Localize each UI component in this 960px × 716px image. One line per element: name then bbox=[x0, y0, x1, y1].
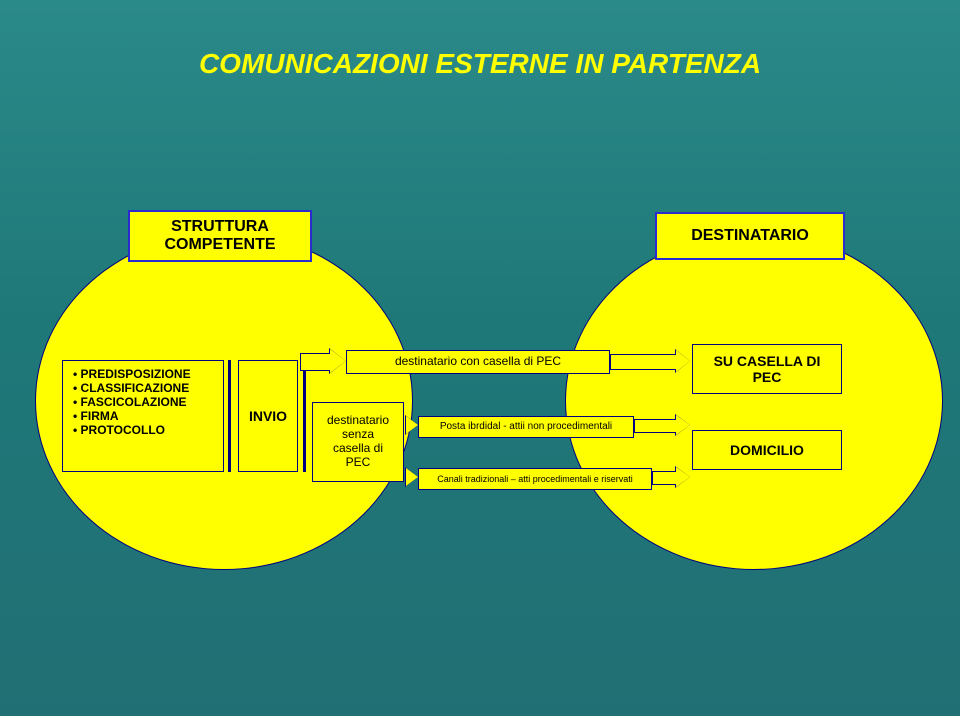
arrow-5 bbox=[652, 471, 690, 485]
diagram-stage: COMUNICAZIONI ESTERNE IN PARTENZA STRUTTU… bbox=[0, 0, 960, 716]
box-destinatario-con-pec: destinatario con casella di PEC bbox=[346, 350, 610, 374]
arrow-2 bbox=[406, 420, 418, 432]
box-struttura-competente: STRUTTURA COMPETENTE bbox=[128, 210, 312, 262]
ellipse-right bbox=[565, 232, 943, 570]
box-invio: INVIO bbox=[238, 360, 298, 472]
box-destinatario: DESTINATARIO bbox=[655, 212, 845, 260]
slide-title: COMUNICAZIONI ESTERNE IN PARTENZA bbox=[0, 48, 960, 80]
vbar-0 bbox=[228, 360, 231, 472]
box-su-casella-di-pec: SU CASELLA DI PEC bbox=[692, 344, 842, 394]
predisposizione-item-0: PREDISPOSIZIONE bbox=[73, 367, 217, 381]
arrow-3 bbox=[634, 419, 690, 433]
box-destinatario-senza-pec: destinatario senza casella di PEC bbox=[312, 402, 404, 482]
arrow-1 bbox=[610, 354, 690, 370]
box-canali-tradizionali: Canali tradizionali – atti procedimental… bbox=[418, 468, 652, 490]
predisposizione-item-3: FIRMA bbox=[73, 409, 217, 423]
arrow-4 bbox=[406, 472, 418, 484]
box-domicilio: DOMICILIO bbox=[692, 430, 842, 470]
predisposizione-item-4: PROTOCOLLO bbox=[73, 423, 217, 437]
box-predisposizione-list: PREDISPOSIZIONECLASSIFICAZIONEFASCICOLAZ… bbox=[62, 360, 224, 472]
box-posta-ibrida: Posta ibrdidal - attii non procedimental… bbox=[418, 416, 634, 438]
vbar-1 bbox=[303, 360, 306, 472]
predisposizione-item-1: CLASSIFICAZIONE bbox=[73, 381, 217, 395]
predisposizione-item-2: FASCICOLAZIONE bbox=[73, 395, 217, 409]
arrow-0 bbox=[300, 353, 346, 371]
